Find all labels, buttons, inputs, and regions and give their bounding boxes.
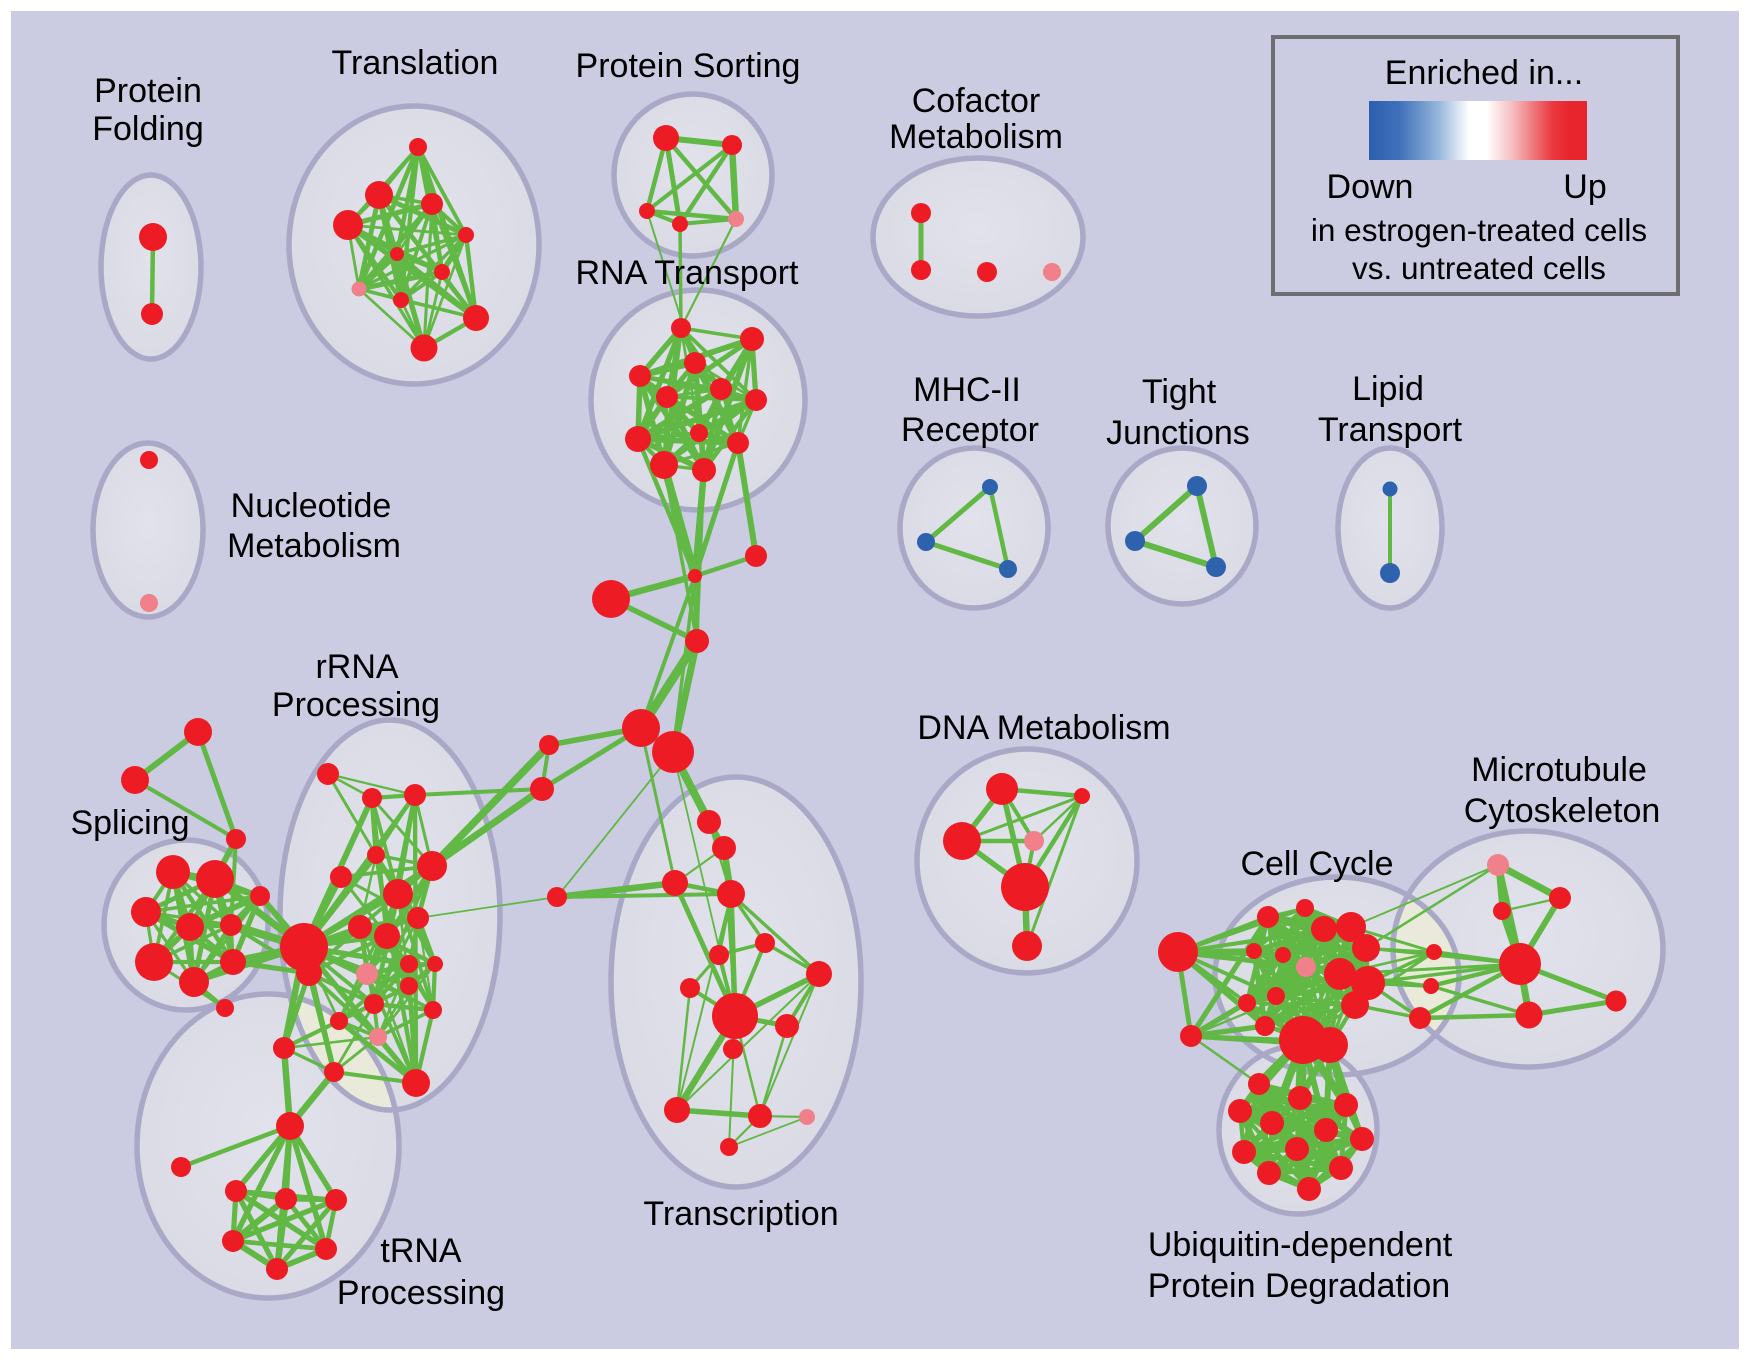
svg-text:Cytoskeleton: Cytoskeleton bbox=[1464, 792, 1661, 830]
svg-text:tRNA: tRNA bbox=[380, 1232, 462, 1270]
svg-text:RNA Transport: RNA Transport bbox=[576, 254, 800, 292]
svg-text:Receptor: Receptor bbox=[901, 411, 1039, 449]
svg-text:DNA Metabolism: DNA Metabolism bbox=[917, 709, 1170, 747]
svg-text:rRNA: rRNA bbox=[315, 648, 398, 686]
svg-text:Protein Degradation: Protein Degradation bbox=[1148, 1267, 1450, 1305]
svg-text:Cofactor: Cofactor bbox=[912, 82, 1041, 120]
svg-text:Processing: Processing bbox=[272, 686, 440, 724]
svg-text:Nucleotide: Nucleotide bbox=[231, 487, 392, 525]
svg-text:Ubiquitin-dependent: Ubiquitin-dependent bbox=[1148, 1226, 1453, 1264]
svg-text:MHC-II: MHC-II bbox=[913, 371, 1021, 409]
svg-text:Processing: Processing bbox=[337, 1274, 505, 1312]
svg-text:Up: Up bbox=[1563, 168, 1606, 206]
svg-text:Translation: Translation bbox=[332, 44, 499, 82]
svg-text:Down: Down bbox=[1327, 168, 1414, 206]
svg-text:Tight: Tight bbox=[1142, 373, 1217, 411]
svg-text:Folding: Folding bbox=[92, 110, 204, 148]
svg-text:Protein Sorting: Protein Sorting bbox=[576, 47, 801, 85]
svg-text:in estrogen-treated cells: in estrogen-treated cells bbox=[1311, 212, 1647, 248]
svg-text:Splicing: Splicing bbox=[70, 804, 189, 842]
svg-text:vs. untreated cells: vs. untreated cells bbox=[1352, 250, 1606, 286]
svg-text:Transport: Transport bbox=[1318, 411, 1463, 449]
svg-text:Junctions: Junctions bbox=[1106, 414, 1250, 452]
svg-text:Microtubule: Microtubule bbox=[1471, 751, 1647, 789]
svg-text:Enriched in...: Enriched in... bbox=[1385, 54, 1583, 92]
svg-text:Protein: Protein bbox=[94, 72, 202, 110]
svg-text:Transcription: Transcription bbox=[643, 1195, 838, 1233]
svg-text:Metabolism: Metabolism bbox=[227, 527, 401, 565]
svg-text:Cell Cycle: Cell Cycle bbox=[1240, 845, 1393, 883]
svg-text:Metabolism: Metabolism bbox=[889, 118, 1063, 156]
svg-text:Lipid: Lipid bbox=[1352, 370, 1424, 408]
